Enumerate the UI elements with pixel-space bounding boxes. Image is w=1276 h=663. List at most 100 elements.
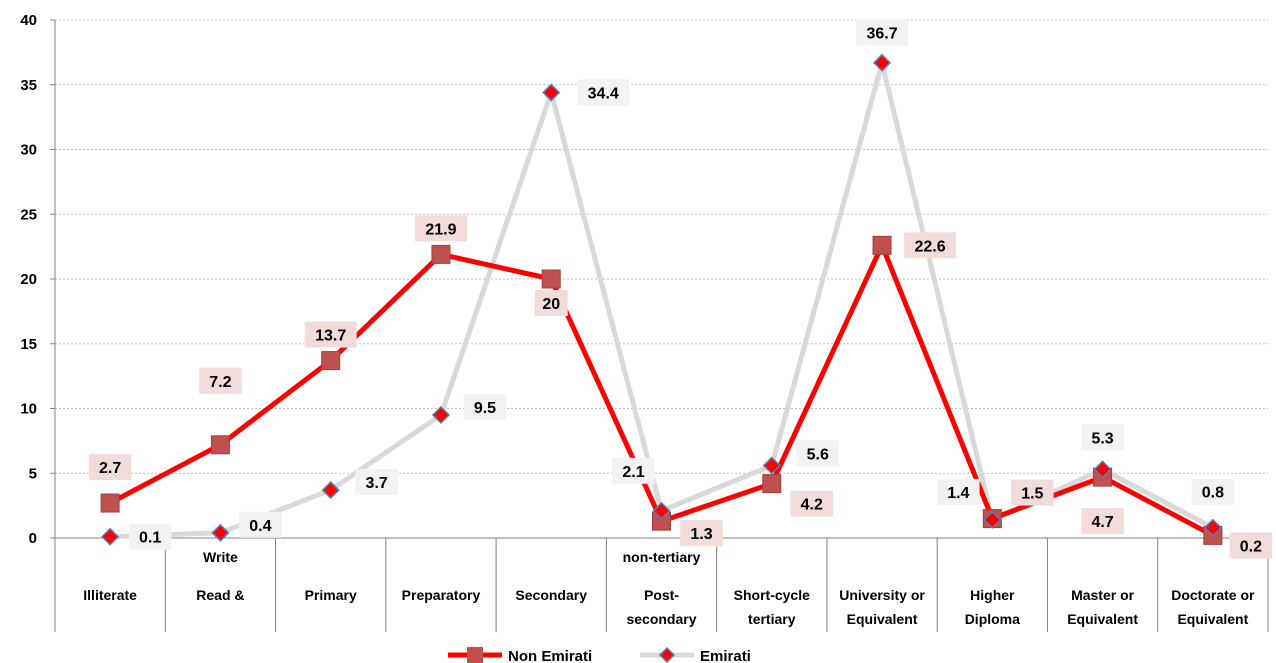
data-label: 21.9 (425, 221, 456, 238)
category-label: Short-cycle (734, 587, 810, 603)
y-tick-label: 10 (20, 401, 37, 418)
gridlines (55, 19, 1268, 474)
marker-square (100, 493, 120, 513)
y-axis-ticks: 0 5 10 15 20 25 30 35 40 (20, 12, 55, 547)
category-label: University or (839, 587, 925, 603)
marker-diamond (1093, 460, 1112, 479)
legend-marker-square (467, 647, 483, 663)
data-labels: 2.7 7.2 13.7 21.9 20 1.3 4.2 22.6 1.5 4.7 0.2 0.1 0.… (88, 19, 1273, 559)
data-label: 36.7 (866, 26, 897, 43)
legend-label-non-emirati: Non Emirati (508, 648, 592, 663)
data-label-bg (534, 290, 568, 316)
data-label-bg (1081, 424, 1124, 451)
data-label: 9.5 (474, 400, 496, 417)
category-label: Equivalent (1177, 611, 1248, 627)
y-tick-label: 30 (20, 142, 37, 159)
category-label: Preparatory (402, 587, 481, 603)
category-label: Equivalent (1067, 611, 1138, 627)
y-tick-label: 40 (20, 12, 37, 29)
marker-diamond (101, 527, 120, 546)
marker-square (431, 244, 451, 264)
data-label-bg (304, 321, 357, 348)
category-label: non-tertiary (623, 549, 701, 565)
data-label: 0.1 (139, 530, 161, 547)
category-label: Doctorate or (1171, 587, 1255, 603)
marker-square (762, 474, 782, 494)
data-label: 0.4 (249, 518, 271, 535)
marker-diamond (762, 456, 781, 475)
marker-diamond (542, 83, 561, 102)
marker-square (210, 435, 230, 455)
data-label-bg (1191, 478, 1235, 505)
data-label: 1.3 (690, 526, 712, 543)
marker-diamond (321, 481, 340, 500)
data-label-bg (1081, 508, 1124, 535)
data-label: 13.7 (315, 328, 346, 345)
y-tick-label: 5 (29, 465, 37, 482)
y-tick-label: 0 (29, 530, 37, 547)
data-label: 4.2 (801, 497, 823, 514)
data-label: 22.6 (914, 238, 945, 255)
axes (54, 20, 1269, 632)
data-label: 34.4 (588, 86, 619, 103)
marker-diamond (652, 501, 671, 520)
data-label-bg (790, 490, 834, 517)
data-label-bg (355, 469, 398, 496)
marker-diamond (872, 53, 892, 72)
marker-diamond (431, 405, 451, 425)
marker-square (321, 351, 341, 371)
marker-square (872, 235, 892, 255)
data-label-bg (796, 440, 840, 467)
category-label: Write (203, 549, 238, 565)
category-label: Equivalent (847, 611, 918, 627)
data-label-bg (577, 79, 630, 106)
data-label: 7.2 (209, 374, 231, 391)
marker-diamond (211, 523, 230, 542)
category-label: Diploma (965, 611, 1020, 627)
data-label-bg (904, 232, 957, 259)
y-tick-label: 35 (20, 77, 37, 94)
series-line-emirati (107, 60, 1216, 540)
marker-diamond (1203, 518, 1222, 537)
data-label-bg (680, 520, 723, 547)
marker-square (541, 269, 561, 289)
data-label: 1.4 (947, 485, 969, 502)
category-label: Master or (1071, 587, 1135, 603)
series-lines (107, 60, 1216, 540)
data-label-bg (612, 457, 655, 484)
category-label: Higher (970, 587, 1015, 603)
data-label-bg (856, 19, 909, 46)
data-label-bg (937, 478, 980, 505)
legend-marker-diamond (658, 646, 676, 663)
category-label: tertiary (748, 611, 796, 627)
data-label-bg (1011, 479, 1054, 506)
data-label-bg (88, 454, 132, 481)
data-label: 4.7 (1091, 514, 1113, 531)
y-tick-label: 25 (20, 206, 37, 223)
data-label: 2.7 (99, 460, 121, 477)
legend-label-emirati: Emirati (700, 648, 751, 663)
data-label: 0.2 (1240, 538, 1262, 555)
category-label: Read & (196, 587, 244, 603)
category-label: secondary (626, 611, 696, 627)
data-label: 20 (542, 296, 560, 313)
legend: Non Emirati Emirati (448, 646, 751, 663)
y-tick-label: 20 (20, 271, 37, 288)
data-label-bg (128, 523, 172, 550)
category-label: Primary (305, 587, 357, 603)
series-markers (100, 53, 1223, 546)
data-label-bg (199, 367, 242, 394)
data-label: 2.1 (622, 464, 644, 481)
data-label-bg (414, 215, 467, 242)
data-label-bg (463, 393, 507, 420)
category-label: Secondary (515, 587, 587, 603)
category-label: Illiterate (83, 587, 137, 603)
data-label: 1.5 (1021, 486, 1043, 503)
y-tick-label: 15 (20, 336, 37, 353)
category-label: Post- (644, 587, 679, 603)
data-label-bg (1229, 532, 1273, 559)
marker-diamond (983, 510, 1002, 529)
data-label: 5.6 (807, 446, 829, 463)
category-labels: Illiterate Write Read & Primary Preparatory S… (83, 549, 1255, 627)
